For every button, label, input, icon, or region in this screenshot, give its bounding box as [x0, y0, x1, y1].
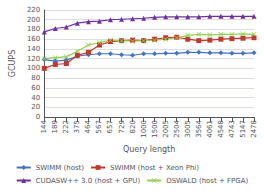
svg-text:SWIMM (host): SWIMM (host) [36, 164, 85, 172]
svg-text:20: 20 [31, 103, 40, 111]
svg-text:60: 60 [31, 84, 40, 92]
svg-text:SWIMM (host + Xeon Phi): SWIMM (host + Xeon Phi) [110, 164, 199, 172]
svg-text:2478: 2478 [250, 120, 258, 138]
svg-text:100: 100 [27, 64, 40, 72]
svg-text:220: 220 [27, 6, 40, 14]
svg-text:120: 120 [27, 55, 40, 63]
svg-text:820: 820 [129, 120, 137, 133]
svg-text:2504: 2504 [173, 119, 181, 137]
svg-text:1000: 1000 [140, 120, 148, 138]
svg-text:40: 40 [31, 94, 40, 102]
svg-text:160: 160 [27, 35, 40, 43]
svg-text:4548: 4548 [217, 120, 225, 138]
svg-text:1500: 1500 [151, 120, 159, 138]
svg-text:4061: 4061 [206, 120, 214, 138]
svg-text:2005: 2005 [162, 120, 170, 138]
svg-text:375: 375 [73, 120, 81, 133]
svg-text:729: 729 [118, 120, 126, 133]
svg-text:3005: 3005 [184, 120, 192, 138]
svg-text:144: 144 [40, 119, 48, 133]
svg-text:GCUPS: GCUPS [8, 50, 17, 78]
svg-text:567: 567 [95, 120, 103, 133]
svg-text:464: 464 [84, 119, 92, 133]
svg-text:222: 222 [62, 120, 70, 133]
svg-text:5147: 5147 [239, 120, 247, 138]
svg-text:200: 200 [27, 16, 40, 24]
svg-text:657: 657 [106, 120, 114, 133]
svg-text:180: 180 [27, 25, 40, 33]
svg-text:189: 189 [51, 120, 59, 133]
svg-text:0: 0 [36, 113, 40, 121]
svg-text:4743: 4743 [228, 120, 236, 138]
svg-text:Query length: Query length [123, 145, 175, 154]
svg-text:3564: 3564 [195, 119, 203, 137]
svg-text:OSWALD (host + FPGA): OSWALD (host + FPGA) [166, 177, 248, 185]
svg-text:140: 140 [27, 45, 40, 53]
svg-text:80: 80 [31, 74, 40, 82]
svg-text:CUDASW++ 3.0 (host + GPU): CUDASW++ 3.0 (host + GPU) [36, 177, 141, 185]
